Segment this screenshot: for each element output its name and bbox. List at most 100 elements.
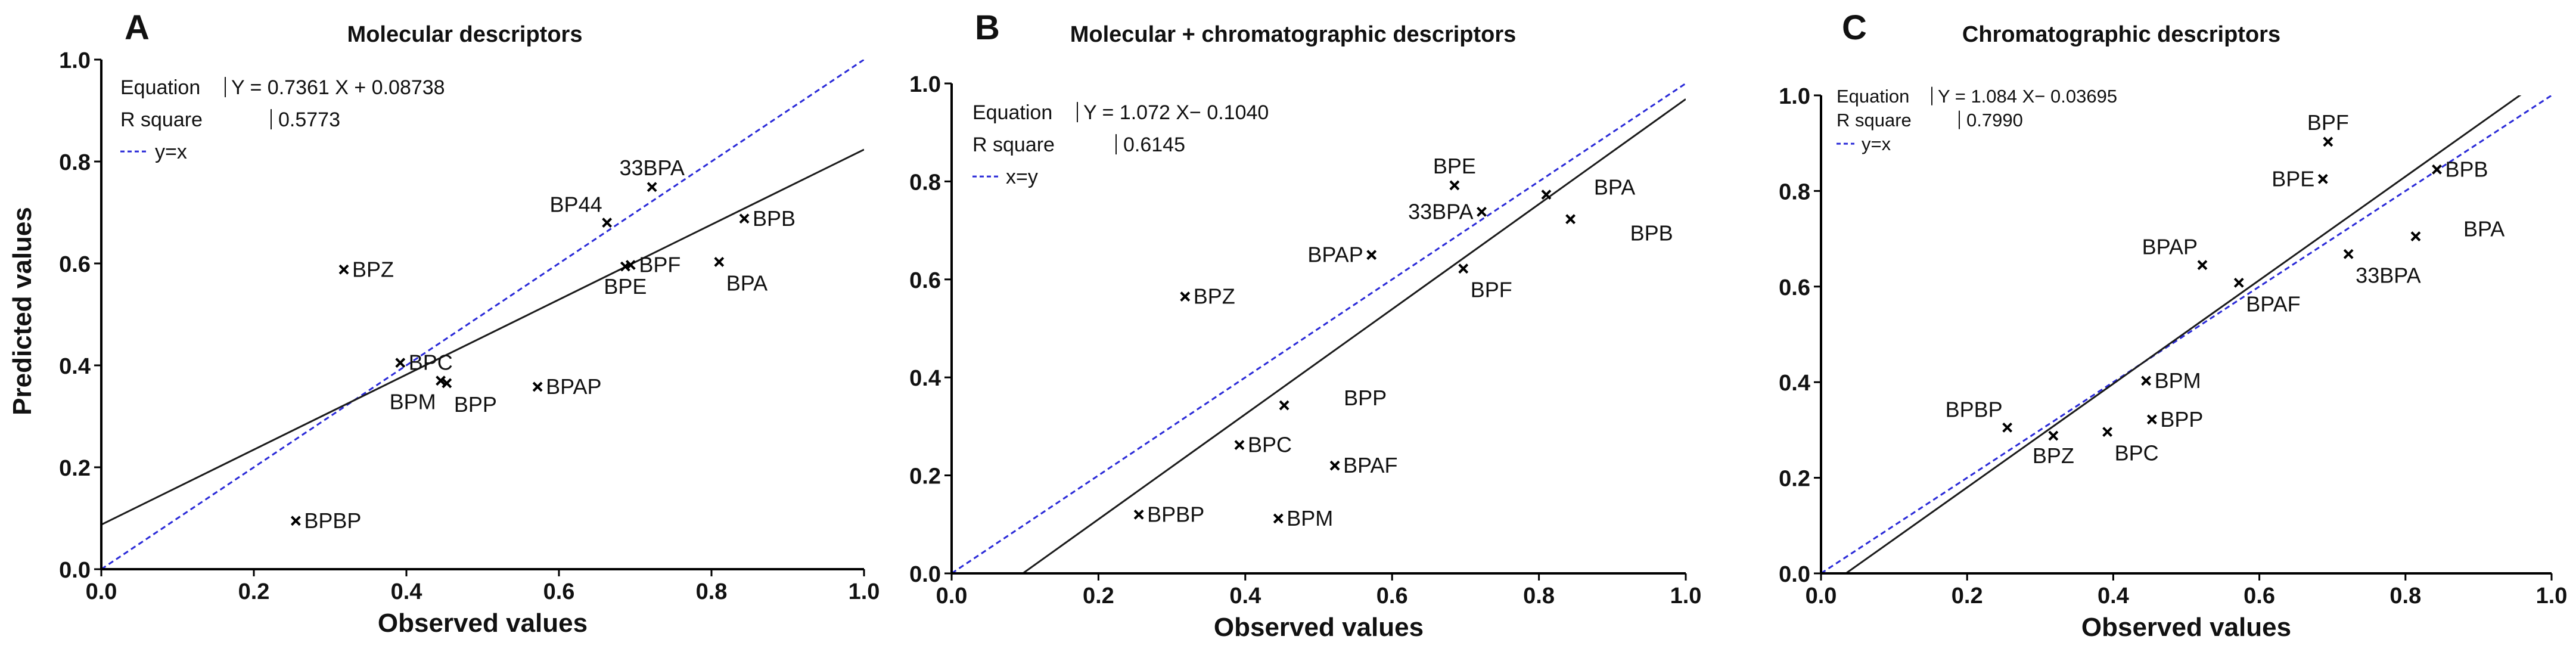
data-point bbox=[2410, 231, 2421, 242]
point-label: BPBP bbox=[1147, 502, 1204, 526]
point-label: BPC bbox=[1248, 433, 1292, 457]
point-label: BPBP bbox=[1946, 397, 2003, 421]
data-point bbox=[1234, 440, 1245, 451]
x-tick-label: 0.4 bbox=[1229, 583, 1261, 609]
data-point bbox=[2197, 260, 2208, 271]
y-tick-label: 0.8 bbox=[59, 150, 91, 175]
data-point bbox=[1458, 263, 1469, 274]
point-label: BPA bbox=[726, 271, 767, 295]
point-label: BPA bbox=[2463, 217, 2504, 241]
identity-line bbox=[952, 83, 1686, 573]
legend-r2-value: 0.7990 bbox=[1966, 110, 2023, 131]
point-label: BPP bbox=[454, 392, 497, 417]
y-tick-label: 0.4 bbox=[59, 354, 91, 379]
data-point bbox=[2323, 136, 2333, 147]
point-label: BPAP bbox=[2142, 235, 2198, 259]
data-point bbox=[436, 375, 446, 386]
regression-line bbox=[101, 148, 864, 526]
legend-equation-label: Equation bbox=[1837, 86, 1909, 107]
point-label: BPE bbox=[1433, 154, 1476, 178]
regression-line bbox=[1844, 95, 2522, 573]
data-point bbox=[1180, 291, 1191, 302]
data-point bbox=[2432, 164, 2442, 175]
legend-r2-value: 0.5773 bbox=[278, 108, 340, 131]
x-tick-label: 0.6 bbox=[2243, 583, 2275, 609]
data-point bbox=[1366, 250, 1377, 260]
data-point bbox=[1273, 513, 1284, 524]
y-tick-label: 0.0 bbox=[59, 558, 91, 583]
data-point bbox=[620, 261, 630, 272]
legend-identity-label: y=x bbox=[155, 141, 187, 163]
point-label: BPZ bbox=[2033, 443, 2074, 468]
panel-b: B Molecular + chromatographic descriptors… bbox=[909, 8, 1701, 642]
point-label: BPBP bbox=[304, 508, 361, 533]
data-point bbox=[647, 182, 657, 193]
x-tick-label: 0.8 bbox=[1523, 583, 1555, 609]
x-axis-label: Observed values bbox=[378, 609, 588, 638]
data-point bbox=[442, 378, 452, 389]
data-point bbox=[714, 257, 725, 267]
legend: Equation Y = 0.7361 X + 0.08738 R square 0.… bbox=[120, 76, 445, 163]
data-point bbox=[1133, 509, 1144, 520]
panel-a: A Molecular descriptors 0.0 0.2 0.4 0.6 0.8 1.0… bbox=[59, 8, 880, 638]
x-tick-label: 0.4 bbox=[391, 579, 422, 604]
data-point bbox=[1477, 206, 1487, 217]
data-point bbox=[739, 213, 750, 224]
legend-equation: Y = 0.7361 X + 0.08738 bbox=[231, 76, 445, 99]
chart-title: Molecular descriptors bbox=[347, 22, 583, 47]
legend: Equation Y = 1.072 X− 0.1040 R square 0.614… bbox=[972, 101, 1269, 188]
point-label: BPP bbox=[1344, 386, 1387, 410]
legend: Equation Y = 1.084 X− 0.03695 R square 0.79… bbox=[1837, 86, 2117, 154]
data-point bbox=[1279, 400, 1289, 411]
identity-line bbox=[101, 60, 864, 569]
point-label: 33BPA bbox=[2356, 263, 2420, 287]
y-tick-label: 0.8 bbox=[909, 170, 941, 195]
point-label: BPE bbox=[2272, 166, 2314, 191]
y-tick-label: 1.0 bbox=[59, 48, 91, 73]
legend-equation: Y = 1.084 X− 0.03695 bbox=[1938, 86, 2117, 107]
point-label: BPZ bbox=[352, 257, 394, 281]
x-tick-label: 0.8 bbox=[2389, 583, 2421, 609]
x-tick-label: 0.4 bbox=[2098, 583, 2129, 609]
x-tick-label: 0.2 bbox=[1083, 583, 1114, 609]
y-tick-label: 1.0 bbox=[909, 72, 941, 97]
x-axis-label: Observed values bbox=[2081, 613, 2291, 642]
x-tick-label: 0.0 bbox=[936, 583, 968, 609]
point-label: BPB bbox=[1630, 221, 1673, 246]
y-tick-label: 0.6 bbox=[1779, 275, 1810, 300]
x-tick-label: 0.6 bbox=[1376, 583, 1408, 609]
y-tick-label: 0.6 bbox=[909, 268, 941, 293]
legend-r2-label: R square bbox=[120, 108, 203, 131]
point-label: BPAF bbox=[2246, 291, 2300, 316]
data-point bbox=[2317, 173, 2328, 184]
point-label: 33BPA bbox=[1408, 199, 1473, 224]
chart-title: Chromatographic descriptors bbox=[1962, 22, 2280, 47]
y-tick-label: 0.8 bbox=[1779, 179, 1810, 204]
x-tick-label: 0.8 bbox=[696, 579, 728, 604]
panel-letter: C bbox=[1842, 8, 1867, 47]
data-point bbox=[1449, 180, 1460, 191]
y-tick-label: 0.2 bbox=[59, 456, 91, 481]
data-point bbox=[1541, 190, 1552, 200]
point-label: BPP bbox=[2160, 407, 2203, 432]
data-point bbox=[395, 358, 406, 368]
x-tick-label: 1.0 bbox=[849, 579, 880, 604]
point-label: BPC bbox=[409, 350, 453, 375]
point-label: BPAP bbox=[546, 374, 601, 399]
panel-c: C Chromatographic descriptors 0.0 0.2 0.4 0.6… bbox=[1779, 8, 2567, 642]
data-point bbox=[1565, 214, 1576, 225]
data-point bbox=[2048, 430, 2059, 441]
data-point bbox=[2343, 249, 2354, 259]
panel-letter: B bbox=[975, 8, 1000, 47]
y-tick-label: 0.4 bbox=[1779, 371, 1810, 396]
point-label: BPB bbox=[753, 206, 796, 231]
data-point bbox=[2141, 375, 2151, 386]
point-label: BPB bbox=[2446, 157, 2488, 181]
point-label: BPZ bbox=[1194, 284, 1235, 309]
data-point bbox=[2102, 427, 2113, 437]
panel-letter: A bbox=[125, 8, 150, 47]
legend-r2-label: R square bbox=[972, 134, 1055, 156]
x-tick-label: 1.0 bbox=[1670, 583, 1702, 609]
identity-line bbox=[1821, 95, 2552, 573]
